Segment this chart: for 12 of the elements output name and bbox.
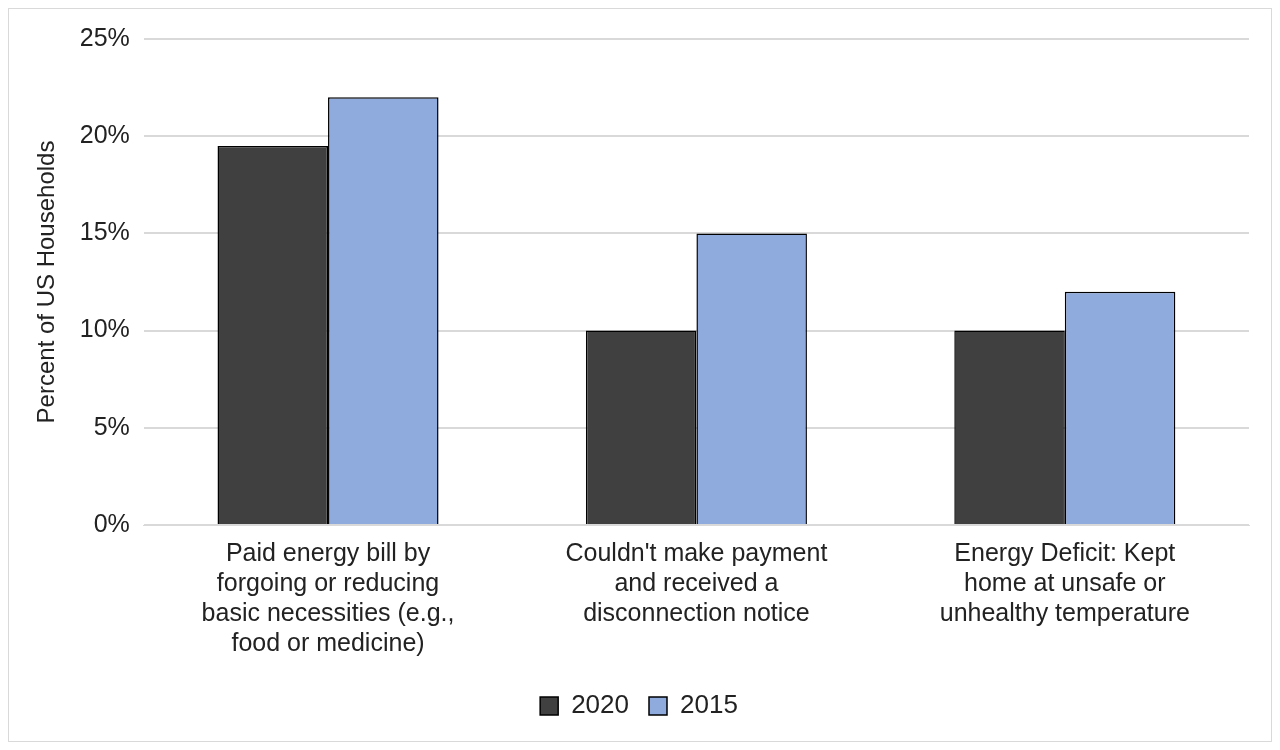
legend-label: 2020 [571, 689, 629, 720]
y-tick-label: 5% [93, 411, 130, 440]
legend-label: 2015 [680, 689, 738, 720]
y-tick-label: 20% [79, 120, 130, 149]
x-tick-label: Couldn't make payment and received a disconnection notice [565, 537, 828, 626]
y-tick-label: 0% [93, 508, 130, 537]
y-tick-label: 15% [79, 217, 130, 246]
y-tick-label: 10% [79, 314, 130, 343]
x-tick-label: Paid energy bill by forgoing or reducing basic necessities (e.g., food or medicine) [201, 537, 455, 656]
y-axis-title: Percent of US Households [32, 140, 60, 424]
x-tick-label: Energy Deficit: Kept home at unsafe or unhealthy temperature [939, 537, 1190, 626]
y-tick-label: 25% [79, 22, 130, 51]
